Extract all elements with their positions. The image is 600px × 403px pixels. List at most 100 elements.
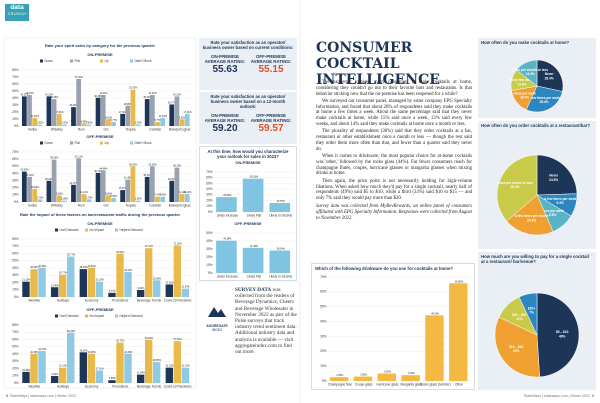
x-tick-label: Promotions xyxy=(112,298,129,302)
bar xyxy=(37,124,43,126)
legend-swatch xyxy=(130,59,133,63)
bar xyxy=(58,274,67,297)
x-tick-label: Likely to Decline xyxy=(269,213,292,217)
bar xyxy=(242,247,264,273)
value-label: 61.11% xyxy=(75,155,84,158)
chart-subtitle: ON-PREMISE xyxy=(235,160,261,165)
value-label: 1.85% xyxy=(61,198,69,201)
slice-label: $20+ xyxy=(528,306,535,310)
y-tick-label: 60% xyxy=(12,82,19,86)
bar xyxy=(76,158,82,202)
slice-label: $10 – $15 xyxy=(509,345,523,349)
bar xyxy=(173,245,182,297)
bar xyxy=(353,376,373,381)
y-tick-label: 20% xyxy=(12,366,19,370)
bar xyxy=(155,196,160,202)
bar xyxy=(30,353,38,383)
pie-slice xyxy=(516,59,538,87)
value-label: 11.54% xyxy=(159,115,168,118)
paragraph: When it comes to drinkware, the most pop… xyxy=(316,154,472,177)
bar xyxy=(95,172,101,202)
value-label: 30.77% xyxy=(168,102,177,105)
value-label: 71.15% xyxy=(174,242,183,245)
slice-value: 36.3% xyxy=(511,185,520,189)
value-label: 16.67% xyxy=(119,187,128,190)
value-label: 2.96% xyxy=(360,374,368,377)
bar xyxy=(153,362,161,383)
value-label: 11.11% xyxy=(184,191,193,194)
chart-subtitle: OFF-PREMISE xyxy=(86,307,114,312)
y-tick-label: 20% xyxy=(12,186,19,190)
bar xyxy=(95,97,101,126)
bar xyxy=(181,367,190,383)
chart-title: Which of the following drinkware do you … xyxy=(315,266,453,271)
value-label: 1.92% xyxy=(61,122,69,125)
value-label: 40.38% xyxy=(223,238,232,241)
article-title: CONSUMER COCKTAIL INTELLIGENCE xyxy=(316,40,440,88)
legend-label: Up xyxy=(105,59,109,63)
value-label: 9.26% xyxy=(56,192,64,195)
value-label: 44.23% xyxy=(99,92,108,95)
x-tick-label: Economy xyxy=(85,298,99,302)
bar xyxy=(144,176,150,202)
value-label: 5.77% xyxy=(154,119,162,122)
rating-box: Rate your satisfaction as an operator/ b… xyxy=(199,92,297,144)
y-tick-label: 50% xyxy=(12,259,19,263)
bar xyxy=(144,339,153,383)
pie-slice xyxy=(496,154,538,222)
value-label: 9.62% xyxy=(138,287,146,290)
bar xyxy=(67,332,75,383)
legend-swatch xyxy=(115,314,118,318)
value-label: 40.74% xyxy=(94,170,103,173)
rating: ON-PREMISE AVERAGE RATING: 55.63 xyxy=(202,54,248,76)
rating-box: Rate your satisfaction as an operator/ b… xyxy=(199,38,297,90)
logo-mark xyxy=(208,307,226,317)
value-label: 40.38% xyxy=(88,351,97,354)
bar xyxy=(242,178,264,212)
paragraph: The plurality of respondents (36%) said … xyxy=(316,129,472,152)
y-tick-label: 70% xyxy=(12,75,19,79)
bar xyxy=(173,341,182,383)
value-label: 5.05% xyxy=(384,371,392,374)
value-label: 58.29% xyxy=(250,176,259,179)
value-label: 23.08% xyxy=(153,277,162,280)
y-tick-label: 10% xyxy=(12,374,19,378)
bar xyxy=(87,267,96,297)
bar xyxy=(95,370,104,383)
y-tick-label: 60% xyxy=(320,290,327,294)
x-tick-label: Rum xyxy=(78,203,85,207)
slice-label: Every few weeks xyxy=(509,78,535,82)
value-label: 51.92% xyxy=(129,87,138,90)
y-tick-label: 10% xyxy=(12,288,19,292)
x-tick-label: Likely Flat xyxy=(247,213,261,217)
bar xyxy=(67,256,75,297)
bar xyxy=(95,281,104,297)
value-label: 57.69% xyxy=(174,338,183,341)
x-tick-label: Brandy/Cognac xyxy=(169,203,191,207)
bar xyxy=(125,179,131,202)
y-tick-label: 10% xyxy=(12,193,19,197)
bar xyxy=(100,170,106,202)
bar xyxy=(216,240,237,273)
bar xyxy=(165,284,174,297)
rating: OFF-PREMISE AVERAGE RATING: 55.15 xyxy=(248,54,294,76)
y-tick-label: 10% xyxy=(206,263,213,267)
y-tick-label: 80% xyxy=(12,68,19,72)
y-tick-label: 10% xyxy=(320,364,327,368)
pie-slice xyxy=(506,194,554,236)
y-tick-label: 40% xyxy=(12,96,19,100)
box-title: At this time, how would you characterize… xyxy=(207,149,289,159)
pie-title: How much are you willing to pay for a si… xyxy=(481,254,589,265)
y-tick-label: 50% xyxy=(12,89,19,93)
bar xyxy=(144,99,150,126)
x-tick-label: Margarita glass xyxy=(401,382,423,386)
y-tick-label: 70% xyxy=(206,170,213,174)
survey-text: SURVEY DATA was collected from the reade… xyxy=(235,285,297,388)
logo-line1: data xyxy=(10,4,24,11)
bar xyxy=(46,96,52,126)
y-tick-label: 30% xyxy=(206,193,213,197)
value-label: 42.59% xyxy=(20,169,29,172)
slice-label: $15 – $20 xyxy=(512,313,526,317)
y-tick-label: 0% xyxy=(208,271,213,275)
